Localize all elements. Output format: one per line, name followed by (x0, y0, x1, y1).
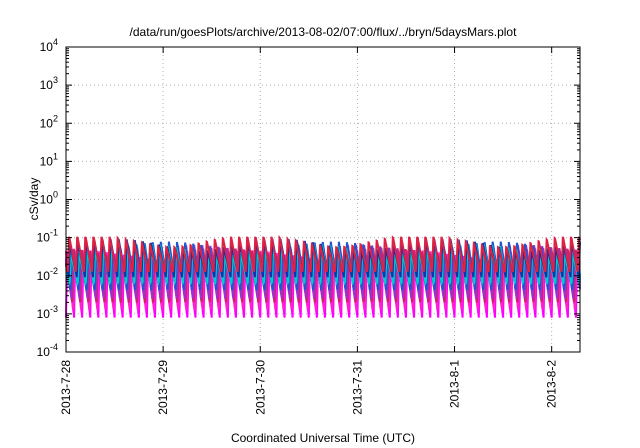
y-tick-label: 10-3 (37, 304, 58, 321)
y-tick-label: 10-4 (37, 342, 58, 359)
y-tick-label: 101 (40, 151, 58, 168)
x-tick-label: 2013-7-30 (253, 360, 267, 415)
chart-title: /data/run/goesPlots/archive/2013-08-02/0… (130, 25, 518, 39)
data-series (65, 234, 581, 318)
x-tick-label: 2013-8-2 (545, 360, 559, 408)
x-axis-label: Coordinated Universal Time (UTC) (231, 431, 415, 445)
series-line (65, 234, 581, 273)
y-tick-label: 10-2 (37, 266, 58, 283)
x-tick-labels: 2013-7-28 2013-7-29 2013-7-30 2013-7-31 2013… (59, 360, 559, 415)
x-tick-label: 2013-8-1 (448, 360, 462, 408)
y-tick-label: 103 (40, 75, 58, 92)
x-tick-label: 2013-7-29 (156, 360, 170, 415)
y-tick-label: 100 (40, 190, 58, 207)
y-tick-label: 102 (40, 113, 58, 130)
y-tick-label: 10-1 (37, 228, 58, 245)
y-tick-labels: 10-4 10-3 10-2 10-1 100 101 102 103 104 (37, 37, 58, 359)
y-axis-label: cSv/day (27, 178, 41, 221)
y-tick-label: 104 (40, 37, 58, 54)
tick-marks (65, 46, 580, 353)
x-tick-label: 2013-7-31 (350, 360, 364, 415)
x-tick-label: 2013-7-28 (59, 360, 73, 415)
